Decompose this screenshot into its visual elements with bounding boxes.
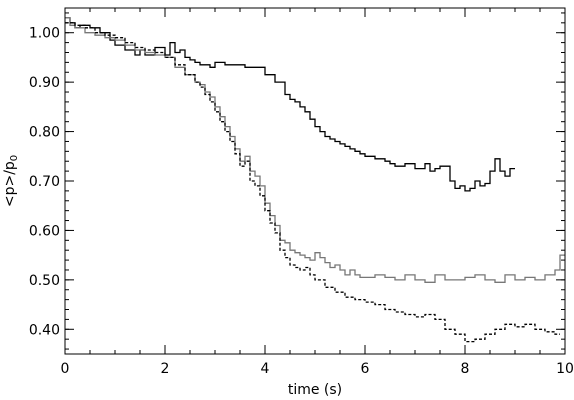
x-tick-label: 0 xyxy=(61,361,70,377)
series-line-1 xyxy=(65,17,515,192)
tick-labels: 0 2 4 6 8 10 0.40 0.50 0.60 0.70 0.80 0.90 1.00 xyxy=(29,26,574,377)
x-tick-label: 6 xyxy=(361,361,370,377)
series-line-2 xyxy=(65,17,565,283)
y-tick-label: 0.80 xyxy=(29,125,60,141)
x-tick-label: 10 xyxy=(556,361,574,377)
y-axis-label: <p>/p0 xyxy=(2,155,20,207)
y-tick-label: 0.40 xyxy=(29,322,60,338)
plot-frame xyxy=(64,7,566,355)
y-tick-label: 0.50 xyxy=(29,273,60,289)
x-tick-label: 4 xyxy=(261,361,270,377)
y-tick-label: 0.90 xyxy=(29,75,60,91)
y-tick-label: 1.00 xyxy=(29,26,60,42)
y-tick-label: 0.70 xyxy=(29,174,60,190)
series-lines xyxy=(65,17,565,343)
x-tick-label: 8 xyxy=(461,361,470,377)
y-tick-label: 0.60 xyxy=(29,223,60,239)
x-axis-label: time (s) xyxy=(288,382,342,398)
series-line-3 xyxy=(65,22,560,343)
x-tick-label: 2 xyxy=(161,361,170,377)
